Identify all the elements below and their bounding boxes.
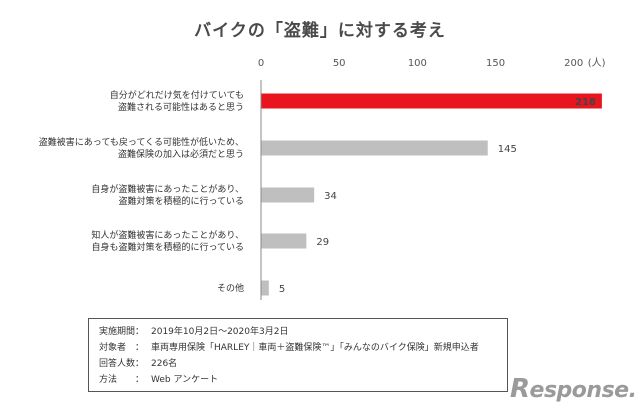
bar [261, 93, 602, 109]
category-label: 自分がどれだけ気を付けていても [110, 89, 244, 101]
category-label: 知人が盗難被害にあったことがあり、 [91, 229, 244, 241]
bar-chart: 0 50 100 150 200 (人) 218 自分がどれだけ気を付けていても盗難される可能… [39, 57, 606, 300]
x-tick-label: 150 [486, 58, 505, 69]
category-label: 自身も盗難対策を積極的に行っている [91, 241, 244, 253]
chart-title: バイクの「盗難」に対する考え [194, 21, 446, 41]
info-row-target: 対象者 ：車両専用保険「HARLEY｜車両＋盗難保険™」「みんなのバイク保険」新… [99, 343, 479, 353]
bar [261, 140, 488, 156]
info-row-respondents: 回答人数： 226名 [99, 359, 178, 369]
bar-value-label: 218 [575, 97, 596, 108]
category-label: その他 [217, 282, 244, 294]
info-row-period: 実施期間： 2019年10月2日～2020年3月2日 [99, 327, 289, 337]
x-tick-label: 200 [564, 58, 583, 69]
category-label: 盗難対策を積極的に行っている [118, 195, 244, 207]
survey-info-box: 実施期間： 2019年10月2日～2020年3月2日 対象者 ：車両専用保険「HA… [88, 318, 508, 392]
bar [261, 280, 269, 296]
bar-value-label: 5 [279, 284, 285, 295]
category-label: 自身が盗難被害にあったことがあり、 [91, 183, 244, 195]
category-label: 盗難被害にあっても戻ってくる可能性が低いため、 [39, 136, 244, 148]
bar-value-label: 145 [498, 144, 517, 155]
x-tick-label: 100 [408, 58, 427, 69]
x-unit-label: (人) [588, 57, 606, 69]
response-logo: Response. [510, 374, 637, 404]
bar-value-label: 34 [324, 191, 337, 202]
category-label: 盗難保険の加入は必須だと思う [118, 148, 244, 160]
bar [261, 187, 315, 203]
info-row-method: 方法 ： Web アンケート [99, 375, 219, 385]
bar [261, 233, 307, 249]
x-tick-label: 50 [333, 58, 346, 69]
x-tick-label: 0 [258, 58, 264, 69]
bar-value-label: 29 [316, 237, 329, 248]
category-label: 盗難される可能性はあると思う [118, 101, 244, 113]
